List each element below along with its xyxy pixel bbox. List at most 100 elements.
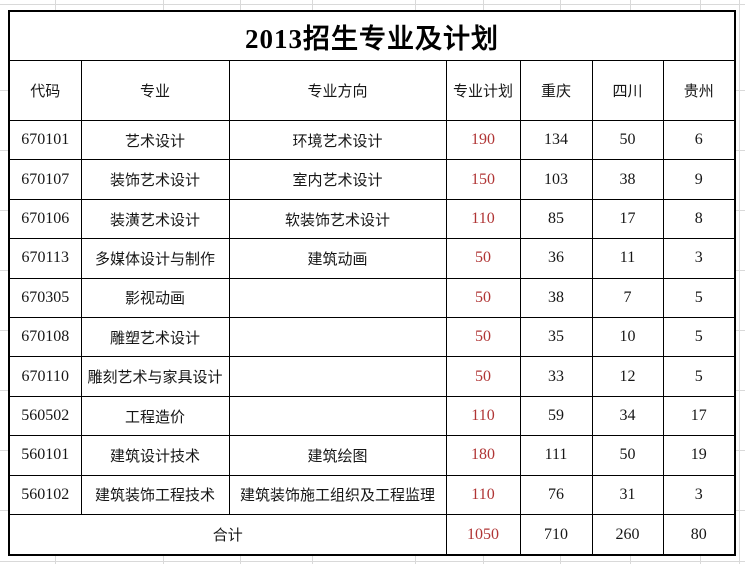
cell-direction	[228, 356, 447, 397]
cell-major: 雕塑艺术设计	[80, 317, 230, 358]
table-row: 670101 艺术设计 环境艺术设计 190 134 50 6	[8, 119, 736, 161]
spreadsheet-gridline	[0, 4, 745, 5]
col-header-plan: 专业计划	[445, 60, 521, 121]
cell-sichuan: 12	[591, 356, 664, 397]
table-row: 670108 雕塑艺术设计 50 35 10 5	[8, 317, 736, 358]
cell-direction: 室内艺术设计	[228, 159, 447, 200]
cell-major: 影视动画	[80, 277, 230, 319]
cell-code: 670101	[8, 119, 82, 161]
cell-guizhou: 5	[662, 356, 736, 397]
table-row: 670107 装饰艺术设计 室内艺术设计 150 103 38 9	[8, 159, 736, 200]
cell-plan: 50	[445, 356, 521, 397]
cell-major: 雕刻艺术与家具设计	[80, 356, 230, 397]
table-row: 670106 装潢艺术设计 软装饰艺术设计 110 85 17 8	[8, 198, 736, 240]
cell-chongqing: 85	[519, 198, 593, 240]
cell-guizhou: 3	[662, 238, 736, 279]
cell-chongqing: 59	[519, 395, 593, 437]
cell-direction: 软装饰艺术设计	[228, 198, 447, 240]
col-header-guizhou: 贵州	[662, 60, 736, 121]
cell-major: 艺术设计	[80, 119, 230, 161]
spreadsheet-gridline	[739, 0, 740, 564]
enrollment-table: 2013招生专业及计划 代码 专业 专业方向 专业计划 重庆 四川 贵州 670…	[8, 10, 737, 556]
total-sichuan: 260	[591, 514, 664, 556]
cell-chongqing: 134	[519, 119, 593, 161]
cell-plan: 50	[445, 317, 521, 358]
cell-guizhou: 9	[662, 159, 736, 200]
col-header-direction: 专业方向	[228, 60, 447, 121]
cell-sichuan: 31	[591, 474, 664, 516]
total-row: 合计 1050 710 260 80	[8, 514, 736, 556]
cell-major: 装潢艺术设计	[80, 198, 230, 240]
cell-major: 多媒体设计与制作	[80, 238, 230, 279]
cell-plan: 150	[445, 159, 521, 200]
cell-chongqing: 38	[519, 277, 593, 319]
cell-sichuan: 50	[591, 435, 664, 476]
cell-direction: 建筑装饰施工组织及工程监理	[228, 474, 447, 516]
cell-sichuan: 10	[591, 317, 664, 358]
table-row: 560102 建筑装饰工程技术 建筑装饰施工组织及工程监理 110 76 31 …	[8, 474, 736, 516]
cell-code: 560502	[8, 395, 82, 437]
cell-direction	[228, 277, 447, 319]
cell-code: 560101	[8, 435, 82, 476]
cell-guizhou: 8	[662, 198, 736, 240]
table-row: 670110 雕刻艺术与家具设计 50 33 12 5	[8, 356, 736, 397]
cell-sichuan: 7	[591, 277, 664, 319]
cell-guizhou: 19	[662, 435, 736, 476]
cell-guizhou: 17	[662, 395, 736, 437]
cell-direction	[228, 317, 447, 358]
cell-major: 装饰艺术设计	[80, 159, 230, 200]
cell-guizhou: 5	[662, 317, 736, 358]
col-header-major: 专业	[80, 60, 230, 121]
cell-direction: 建筑动画	[228, 238, 447, 279]
cell-code: 670108	[8, 317, 82, 358]
cell-direction: 环境艺术设计	[228, 119, 447, 161]
title-row: 2013招生专业及计划	[8, 10, 736, 61]
cell-code: 670107	[8, 159, 82, 200]
cell-sichuan: 17	[591, 198, 664, 240]
cell-plan: 110	[445, 474, 521, 516]
page-title: 2013招生专业及计划	[245, 23, 500, 54]
cell-guizhou: 5	[662, 277, 736, 319]
cell-chongqing: 76	[519, 474, 593, 516]
col-header-sichuan: 四川	[591, 60, 664, 121]
cell-plan: 110	[445, 198, 521, 240]
cell-guizhou: 6	[662, 119, 736, 161]
cell-code: 670305	[8, 277, 82, 319]
cell-sichuan: 50	[591, 119, 664, 161]
cell-chongqing: 33	[519, 356, 593, 397]
cell-chongqing: 103	[519, 159, 593, 200]
table-row: 560101 建筑设计技术 建筑绘图 180 111 50 19	[8, 435, 736, 476]
cell-major: 工程造价	[80, 395, 230, 437]
cell-plan: 180	[445, 435, 521, 476]
header-row: 代码 专业 专业方向 专业计划 重庆 四川 贵州	[8, 60, 736, 121]
cell-chongqing: 36	[519, 238, 593, 279]
cell-code: 560102	[8, 474, 82, 516]
cell-code: 670113	[8, 238, 82, 279]
cell-sichuan: 38	[591, 159, 664, 200]
table-row: 670113 多媒体设计与制作 建筑动画 50 36 11 3	[8, 238, 736, 279]
cell-chongqing: 111	[519, 435, 593, 476]
cell-plan: 50	[445, 277, 521, 319]
cell-code: 670110	[8, 356, 82, 397]
col-header-chongqing: 重庆	[519, 60, 593, 121]
cell-chongqing: 35	[519, 317, 593, 358]
cell-plan: 190	[445, 119, 521, 161]
table-row: 560502 工程造价 110 59 34 17	[8, 395, 736, 437]
spreadsheet-gridline	[0, 561, 745, 562]
cell-sichuan: 11	[591, 238, 664, 279]
total-label: 合计	[8, 514, 447, 556]
cell-direction	[228, 395, 447, 437]
cell-plan: 50	[445, 238, 521, 279]
table-row: 670305 影视动画 50 38 7 5	[8, 277, 736, 319]
total-plan: 1050	[445, 514, 521, 556]
cell-direction: 建筑绘图	[228, 435, 447, 476]
col-header-code: 代码	[8, 60, 82, 121]
cell-major: 建筑设计技术	[80, 435, 230, 476]
cell-code: 670106	[8, 198, 82, 240]
cell-major: 建筑装饰工程技术	[80, 474, 230, 516]
cell-guizhou: 3	[662, 474, 736, 516]
cell-plan: 110	[445, 395, 521, 437]
total-chongqing: 710	[519, 514, 593, 556]
cell-sichuan: 34	[591, 395, 664, 437]
total-guizhou: 80	[662, 514, 736, 556]
